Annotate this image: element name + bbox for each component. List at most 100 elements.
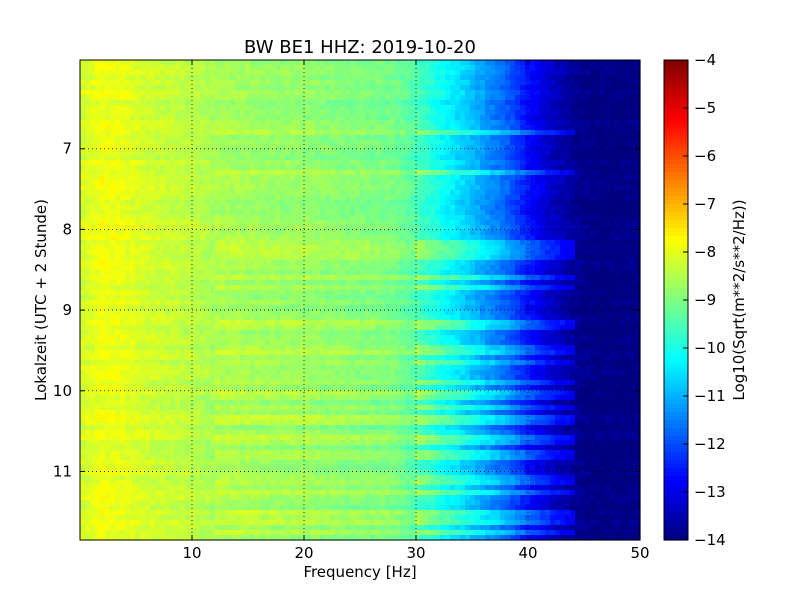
heatmap-cell <box>595 110 601 116</box>
heatmap-cell <box>355 185 361 191</box>
heatmap-cell <box>430 185 436 191</box>
heatmap-cell <box>320 250 326 256</box>
heatmap-cell <box>440 250 446 256</box>
heatmap-cell <box>425 170 431 176</box>
heatmap-cell <box>375 90 381 96</box>
heatmap-cell <box>490 165 496 171</box>
heatmap-cell <box>420 70 426 76</box>
heatmap-cell <box>255 220 261 226</box>
heatmap-cell <box>615 200 621 206</box>
heatmap-cell <box>180 120 186 126</box>
heatmap-cell <box>355 220 361 226</box>
heatmap-cell <box>470 195 476 201</box>
heatmap-cell <box>540 105 546 111</box>
heatmap-cell <box>370 220 376 226</box>
heatmap-cell <box>135 175 141 181</box>
heatmap-cell <box>130 260 136 266</box>
heatmap-cell <box>315 275 321 281</box>
heatmap-cell <box>625 265 631 271</box>
heatmap-cell <box>105 125 111 131</box>
heatmap-cell <box>550 175 556 181</box>
heatmap-cell <box>385 65 391 71</box>
heatmap-cell <box>235 180 241 186</box>
heatmap-cell <box>250 90 256 96</box>
heatmap-cell <box>485 60 491 66</box>
heatmap-cell <box>470 220 476 226</box>
heatmap-cell <box>520 250 526 256</box>
heatmap-area <box>80 60 641 541</box>
heatmap-cell <box>605 100 611 106</box>
heatmap-cell <box>350 170 356 176</box>
heatmap-cell <box>545 70 551 76</box>
heatmap-cell <box>80 215 86 221</box>
heatmap-cell <box>375 145 381 151</box>
heatmap-cell <box>505 70 511 76</box>
heatmap-cell <box>85 115 91 121</box>
heatmap-cell <box>275 175 281 181</box>
heatmap-cell <box>170 80 176 86</box>
heatmap-cell <box>560 275 566 281</box>
heatmap-cell <box>600 60 606 66</box>
heatmap-cell <box>605 255 611 261</box>
heatmap-cell <box>90 175 96 181</box>
heatmap-cell <box>610 70 616 76</box>
heatmap-cell <box>635 180 641 186</box>
heatmap-cell <box>395 75 401 81</box>
heatmap-cell <box>430 220 436 226</box>
heatmap-cell <box>155 190 161 196</box>
heatmap-cell <box>360 65 366 71</box>
heatmap-cell <box>470 75 476 81</box>
heatmap-cell <box>265 145 271 151</box>
heatmap-cell <box>540 265 546 271</box>
heatmap-cell <box>485 65 491 71</box>
heatmap-cell <box>335 220 341 226</box>
heatmap-cell <box>190 60 196 66</box>
heatmap-cell <box>395 265 401 271</box>
heatmap-cell <box>230 145 236 151</box>
heatmap-cell <box>545 225 551 231</box>
heatmap-cell <box>375 210 381 216</box>
heatmap-cell <box>505 65 511 71</box>
heatmap-cell <box>585 250 591 256</box>
heatmap-cell <box>615 195 621 201</box>
heatmap-cell <box>150 95 156 101</box>
heatmap-cell <box>530 115 536 121</box>
heatmap-cell <box>505 165 511 171</box>
heatmap-cell <box>325 180 331 186</box>
heatmap-cell <box>455 70 461 76</box>
heatmap-cell <box>300 205 306 211</box>
heatmap-cell <box>550 235 556 241</box>
heatmap-cell <box>580 210 586 216</box>
heatmap-cell <box>635 130 641 136</box>
heatmap-cell <box>320 185 326 191</box>
heatmap-cell <box>415 60 421 66</box>
heatmap-cell <box>150 175 156 181</box>
heatmap-cell <box>345 205 351 211</box>
heatmap-cell <box>175 130 181 136</box>
heatmap-cell <box>520 80 526 86</box>
heatmap-cell <box>215 195 221 201</box>
heatmap-cell <box>320 65 326 71</box>
heatmap-cell <box>550 245 556 251</box>
heatmap-cell <box>480 160 486 166</box>
heatmap-cell <box>475 60 481 66</box>
heatmap-cell <box>615 130 621 136</box>
heatmap-cell <box>130 120 136 126</box>
heatmap-cell <box>275 260 281 266</box>
heatmap-cell <box>195 280 201 286</box>
heatmap-cell <box>380 240 386 246</box>
heatmap-cell <box>520 105 526 111</box>
heatmap-cell <box>595 75 601 81</box>
heatmap-cell <box>245 140 251 146</box>
heatmap-cell <box>485 135 491 141</box>
heatmap-cell <box>360 195 366 201</box>
heatmap-cell <box>585 80 591 86</box>
heatmap-cell <box>285 250 291 256</box>
heatmap-cell <box>250 60 256 66</box>
heatmap-cell <box>625 95 631 101</box>
heatmap-cell <box>130 215 136 221</box>
heatmap-cell <box>315 165 321 171</box>
heatmap-cell <box>595 190 601 196</box>
heatmap-cell <box>425 115 431 121</box>
heatmap-cell <box>100 140 106 146</box>
